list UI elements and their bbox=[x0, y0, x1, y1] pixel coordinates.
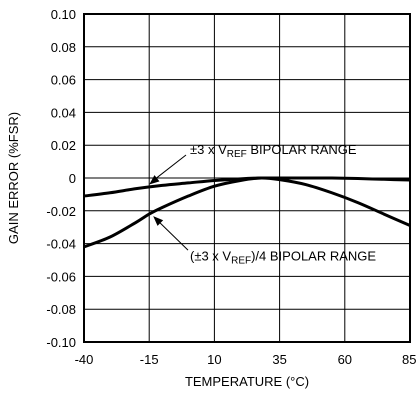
annotation-1-label: ±3 x VREF BIPOLAR RANGE bbox=[190, 142, 357, 160]
x-axis-title: TEMPERATURE (°C) bbox=[185, 374, 309, 389]
x-tick-label: -40 bbox=[75, 352, 94, 367]
annotation-2: (±3 x VREF)/4 BIPOLAR RANGE bbox=[153, 216, 376, 267]
y-tick-label: -0.02 bbox=[46, 204, 76, 219]
annotation-2-leader bbox=[156, 219, 189, 251]
annotation-2-suffix: )/4 BIPOLAR RANGE bbox=[251, 249, 376, 264]
x-tick-label: 60 bbox=[338, 352, 352, 367]
annotation-2-label: (±3 x VREF)/4 BIPOLAR RANGE bbox=[190, 249, 376, 267]
y-tick-label: 0 bbox=[69, 171, 76, 186]
y-tick-label: -0.06 bbox=[46, 269, 76, 284]
annotation-2-arrowhead bbox=[153, 216, 164, 226]
y-tick-labels: 0.10 0.08 0.06 0.04 0.02 0 -0.02 -0.04 -0.06 -0.0… bbox=[46, 7, 76, 350]
x-tick-label: 85 bbox=[402, 352, 416, 367]
y-tick-label: 0.10 bbox=[51, 7, 76, 22]
x-tick-label: -15 bbox=[140, 352, 159, 367]
x-tick-labels: -40 -15 10 35 60 85 bbox=[75, 352, 416, 367]
grid-lines bbox=[84, 14, 410, 342]
y-tick-label: 0.04 bbox=[51, 105, 76, 120]
annotation-1-arrowhead bbox=[149, 175, 160, 185]
series-line-2 bbox=[83, 176, 411, 249]
annotation-1: ±3 x VREF BIPOLAR RANGE bbox=[149, 142, 357, 185]
annotation-2-subscript: REF bbox=[231, 256, 251, 267]
y-axis-title: GAIN ERROR (%FSR) bbox=[6, 112, 21, 244]
y-tick-label: 0.06 bbox=[51, 73, 76, 88]
annotation-1-leader bbox=[152, 154, 187, 181]
y-tick-label: 0.08 bbox=[51, 40, 76, 55]
x-tick-label: 35 bbox=[272, 352, 286, 367]
annotation-1-suffix: BIPOLAR RANGE bbox=[247, 142, 357, 157]
y-tick-label: -0.04 bbox=[46, 237, 76, 252]
series-group bbox=[83, 176, 411, 249]
y-tick-label: 0.02 bbox=[51, 138, 76, 153]
plot-frame bbox=[83, 13, 411, 343]
y-tick-label: -0.08 bbox=[46, 302, 76, 317]
x-tick-label: 10 bbox=[207, 352, 221, 367]
annotation-1-subscript: REF bbox=[227, 149, 247, 160]
y-tick-label: -0.10 bbox=[46, 335, 76, 350]
annotation-1-prefix: ±3 x V bbox=[190, 142, 227, 157]
annotation-2-prefix: (±3 x V bbox=[190, 249, 231, 264]
